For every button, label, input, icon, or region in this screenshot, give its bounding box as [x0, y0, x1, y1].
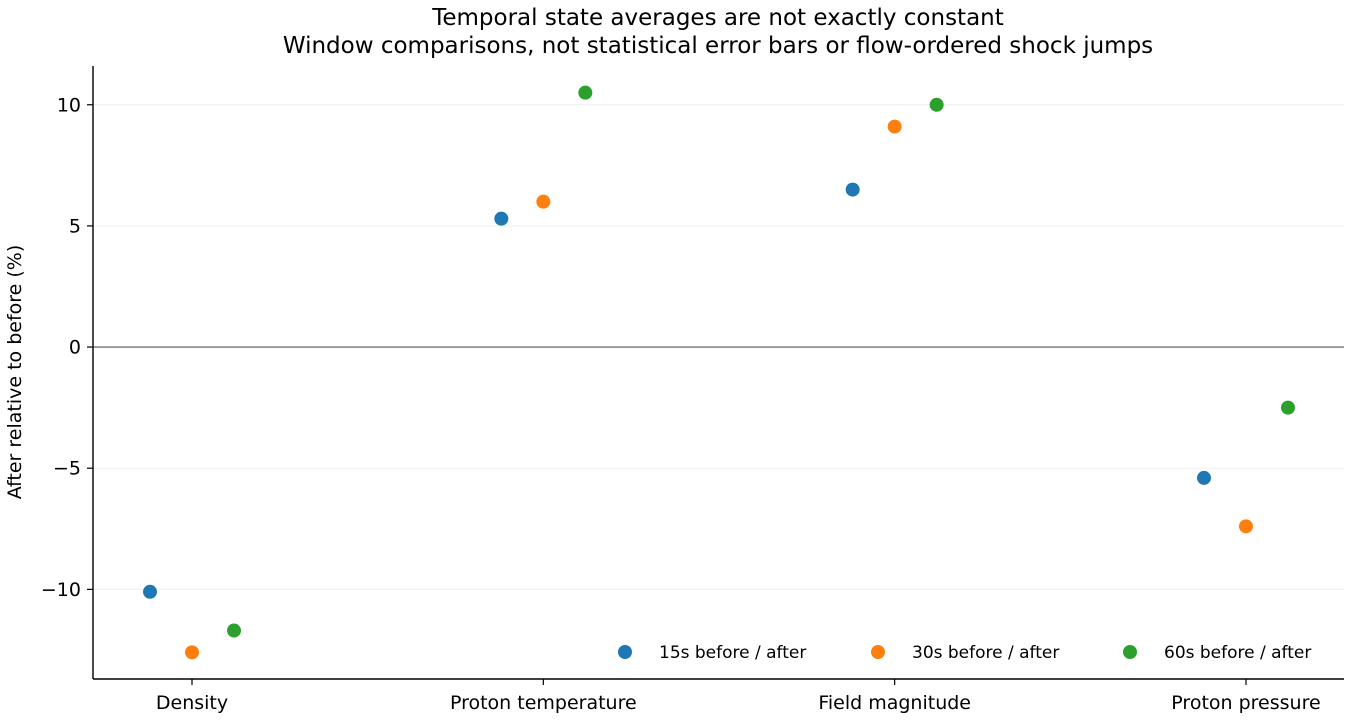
x-tick-label: Field magnitude: [818, 692, 971, 714]
x-tick-label: Proton temperature: [450, 692, 637, 714]
y-tick-label: −5: [53, 458, 81, 480]
data-point: [227, 623, 241, 638]
chart-title: Temporal state averages are not exactly …: [431, 5, 1004, 31]
legend-marker: [871, 645, 885, 659]
chart-subtitle: Window comparisons, not statistical erro…: [283, 33, 1153, 59]
grid-lines: [93, 104, 1344, 590]
tick-labels: −10 −5 0 5 10 Density Proton temperature Field …: [41, 94, 1321, 714]
data-point: [536, 194, 551, 209]
data-point: [887, 119, 902, 134]
legend: 15s before / after 30s before / after 60s …: [618, 643, 1311, 663]
axes: [92, 66, 1344, 680]
legend-label: 60s before / after: [1164, 643, 1311, 663]
y-tick-label: 5: [69, 215, 81, 237]
y-tick-label: 0: [69, 337, 81, 359]
legend-marker: [1123, 645, 1137, 659]
data-point: [1238, 519, 1253, 534]
x-tick-label: Density: [156, 692, 228, 714]
x-tick-label: Proton pressure: [1171, 692, 1320, 714]
data-point: [845, 182, 860, 197]
data-point: [143, 584, 157, 599]
y-tick-label: −10: [41, 579, 81, 601]
y-axis-label: After relative to before (%): [4, 245, 26, 500]
data-point: [494, 211, 509, 226]
data-points: [143, 85, 1295, 660]
legend-label: 30s before / after: [912, 643, 1059, 663]
data-point: [578, 85, 593, 100]
y-tick-label: 10: [57, 94, 81, 116]
data-point: [1280, 400, 1295, 415]
data-point: [929, 97, 944, 112]
legend-marker: [618, 645, 632, 659]
data-point: [185, 645, 199, 660]
legend-label: 15s before / after: [659, 643, 806, 663]
data-point: [1196, 470, 1211, 485]
